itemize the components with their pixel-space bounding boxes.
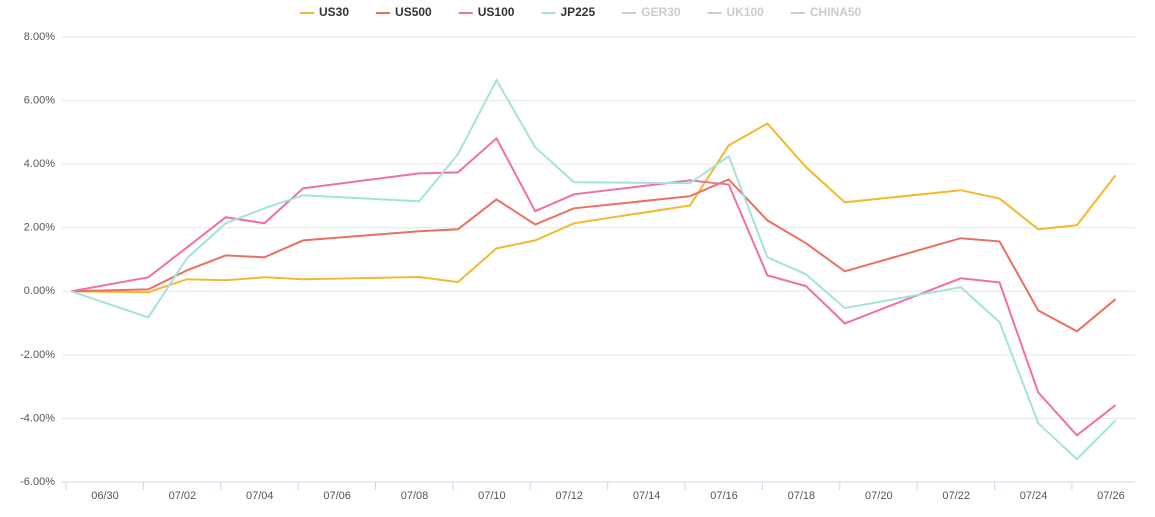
x-tick-label: 07/20 [865, 490, 893, 502]
series-line [70, 78, 1117, 461]
x-tick-label: 07/16 [710, 490, 738, 502]
y-tick-label: 0.00% [24, 285, 55, 297]
x-tick-label: 07/24 [1020, 490, 1048, 502]
y-tick-label: 6.00% [24, 94, 55, 106]
legend-text: UK100 [727, 5, 765, 19]
x-tick-label: 07/12 [556, 490, 584, 502]
x-tick-label: 07/26 [1097, 490, 1125, 502]
legend-text: US500 [395, 5, 432, 19]
legend-text: US30 [319, 5, 349, 19]
y-tick-label: 4.00% [24, 158, 55, 170]
x-tick-label: 07/14 [633, 490, 661, 502]
series-line [70, 122, 1117, 294]
x-tick-label: 07/18 [788, 490, 816, 502]
legend-item[interactable]: US500 [376, 5, 432, 19]
x-tick-label: 07/06 [323, 490, 351, 502]
series-line [70, 178, 1117, 333]
x-tick-label: 07/04 [246, 490, 274, 502]
x-tick-label: 07/22 [942, 490, 970, 502]
y-tick-label: 2.00% [24, 222, 55, 234]
legend-item[interactable]: US30 [300, 5, 349, 19]
x-tick-label: 07/02 [169, 490, 197, 502]
legend-item[interactable]: CHINA50 [790, 5, 862, 19]
legend-item[interactable]: US100 [458, 5, 515, 19]
y-tick-label: -6.00% [20, 476, 55, 488]
legend-item[interactable]: GER30 [622, 5, 681, 19]
x-tick-label: 06/30 [91, 490, 119, 502]
x-tick-label: 07/08 [401, 490, 429, 502]
legend-item[interactable]: UK100 [707, 5, 765, 19]
x-tick-label: 07/10 [478, 490, 506, 502]
legend-text: CHINA50 [810, 5, 862, 19]
legend-text: US100 [478, 5, 515, 19]
legend-text: JP225 [560, 5, 595, 19]
y-tick-label: -4.00% [20, 412, 55, 424]
y-tick-label: -2.00% [20, 349, 55, 361]
legend-text: GER30 [641, 5, 681, 19]
legend-item[interactable]: JP225 [541, 5, 595, 19]
y-tick-label: 8.00% [24, 31, 55, 43]
